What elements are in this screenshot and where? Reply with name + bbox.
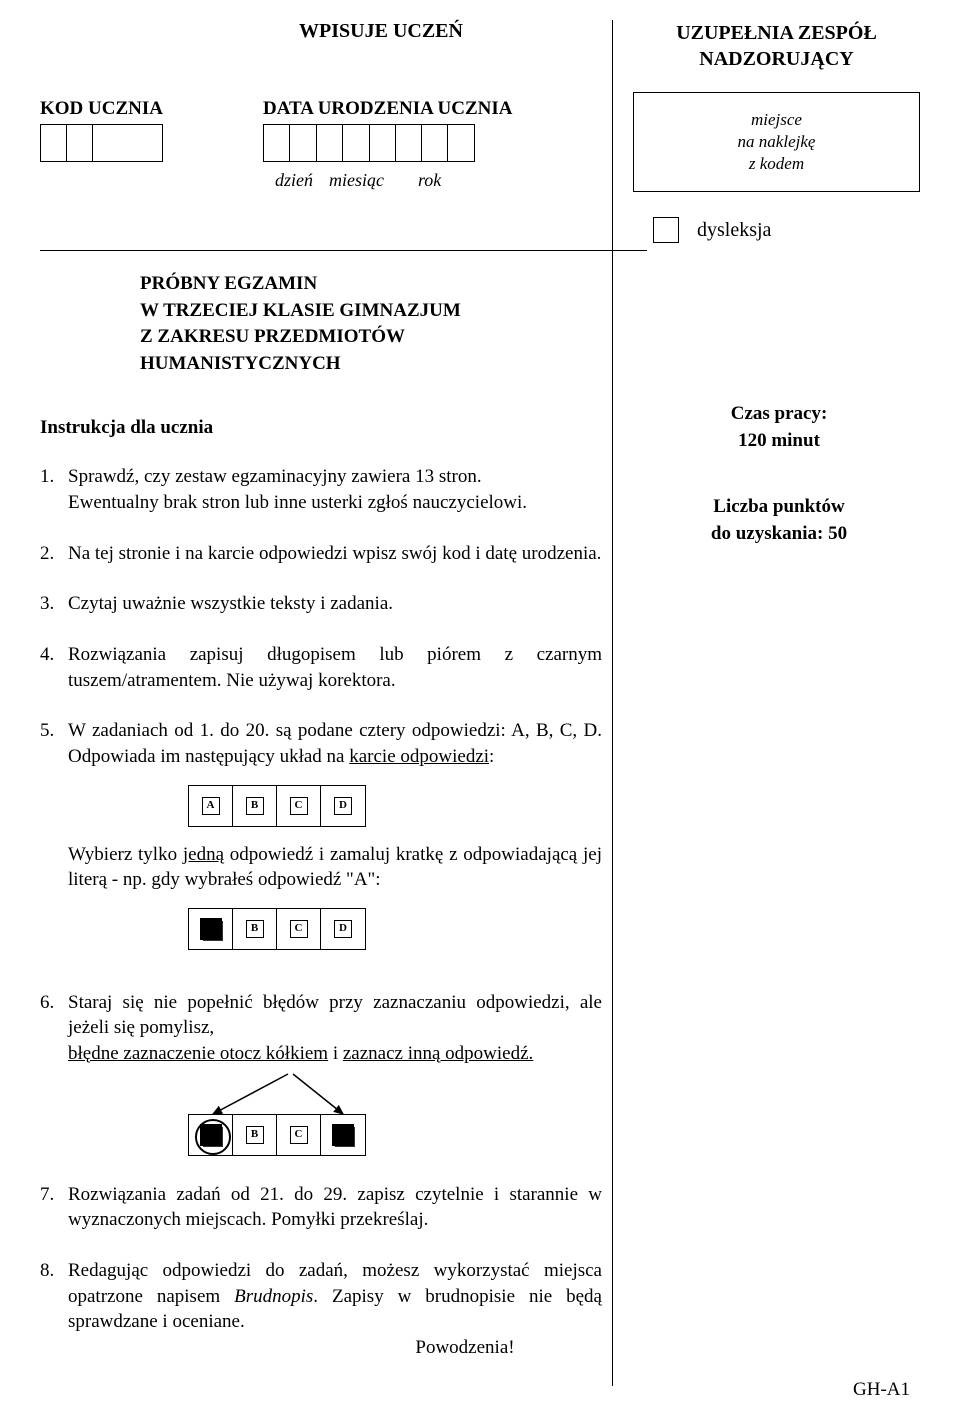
student-code-label: KOD UCZNIA [40, 98, 163, 120]
dob-day-boxes[interactable] [263, 124, 317, 162]
circled-mark-icon [189, 1115, 233, 1155]
instruction-1: Sprawdź, czy zestaw egzaminacyjny zawier… [40, 464, 602, 515]
instruction-8: Redagując odpowiedzi do zadań, możesz wy… [40, 1258, 602, 1361]
dyslexia-label: dysleksja [697, 219, 771, 242]
exam-title: PRÓBNY EGZAMIN W TRZECIEJ KLASIE GIMNAZJ… [140, 271, 602, 377]
dob-month-label: miesiąc [329, 170, 384, 191]
footer-exam-code: GH-A1 [853, 1379, 910, 1401]
filled-mark-icon [201, 919, 221, 939]
answer-example-correction: B C [188, 1114, 366, 1156]
good-luck-label: Powodzenia! [328, 1335, 602, 1361]
dob-block: DATA URODZENIA UCZNIA dzień miesiąc ro [263, 98, 513, 191]
dob-day-label: dzień [275, 170, 313, 191]
answer-example-blank: A B C D [188, 785, 366, 827]
student-code-boxes[interactable] [40, 124, 163, 162]
instructions-header: Instrukcja dla ucznia [40, 417, 602, 439]
instruction-5: W zadaniach od 1. do 20. są podane czter… [40, 718, 602, 965]
instruction-4: Rozwiązania zapisuj długopisem lub pióre… [40, 642, 602, 693]
instruction-3: Czytaj uważnie wszystkie teksty i zadani… [40, 591, 602, 617]
student-fills-label: WPISUJE UCZEŃ [160, 20, 602, 43]
sticker-placeholder: miejsce na naklejkę z kodem [633, 92, 920, 192]
dyslexia-checkbox[interactable] [653, 217, 679, 243]
dob-month-boxes[interactable] [316, 124, 370, 162]
instruction-7: Rozwiązania zadań od 21. do 29. zapisz c… [40, 1182, 602, 1233]
answer-example-filled-a: B C D [188, 908, 366, 950]
filled-mark-icon [333, 1125, 353, 1145]
dyslexia-row: dysleksja [633, 217, 920, 243]
supervising-title: UZUPEŁNIA ZESPÓŁ NADZORUJĄCY [633, 20, 920, 72]
dob-year-boxes[interactable] [369, 124, 475, 162]
instruction-2: Na tej stronie i na karcie odpowiedzi wp… [40, 541, 602, 567]
dob-label: DATA URODZENIA UCZNIA [263, 98, 513, 120]
instruction-6: Staraj się nie popełnić błędów przy zazn… [40, 990, 602, 1157]
dob-year-label: rok [418, 170, 441, 191]
time-info: Czas pracy: 120 minut [638, 401, 920, 454]
points-info: Liczba punktów do uzyskania: 50 [638, 494, 920, 547]
student-code-block: KOD UCZNIA [40, 98, 163, 191]
instructions-list: Sprawdź, czy zestaw egzaminacyjny zawier… [40, 464, 602, 1360]
